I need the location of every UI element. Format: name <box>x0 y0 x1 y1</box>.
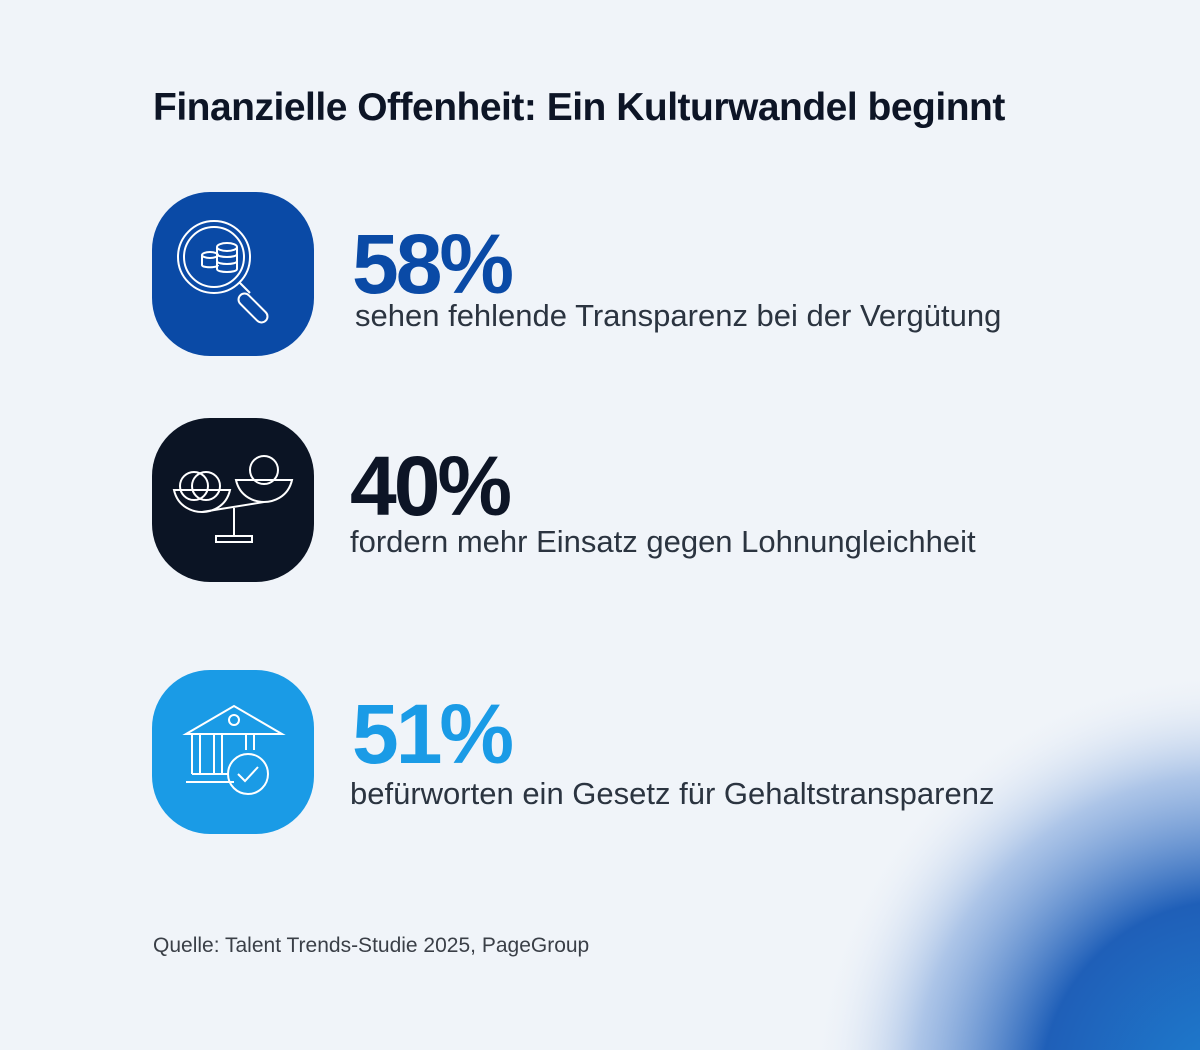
title: Finanzielle Offenheit: Ein Kulturwandel … <box>153 86 1005 129</box>
stat-label: befürworten ein Gesetz für Gehaltstransp… <box>350 776 995 811</box>
icon-institution <box>152 670 314 834</box>
corner-gradient <box>700 640 1200 1050</box>
icon-scale <box>152 418 314 582</box>
stat: 40% <box>350 439 512 533</box>
stat: 58% <box>352 217 514 311</box>
source: Quelle: Talent Trends-Studie 2025, PageG… <box>153 934 590 957</box>
stat-label: fordern mehr Einsatz gegen Lohnungleichh… <box>350 524 976 559</box>
stat: 51% <box>352 687 514 781</box>
icon-magnifier <box>152 192 314 356</box>
stat-label: sehen fehlende Transparenz bei der Vergü… <box>355 298 1002 333</box>
